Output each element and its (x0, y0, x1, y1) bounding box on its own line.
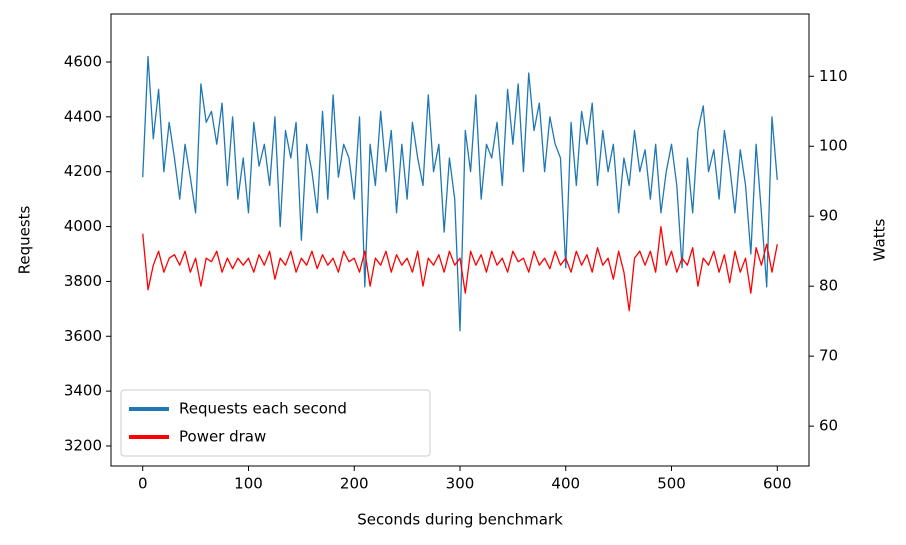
y-axis-label: Requests (16, 205, 34, 274)
x-tick-label: 400 (551, 475, 580, 493)
x-tick-label: 300 (446, 475, 475, 493)
y-tick-label: 3400 (64, 382, 102, 400)
legend-label: Requests each second (179, 400, 347, 418)
y-tick-label: 3200 (64, 436, 102, 454)
x-tick-label: 0 (138, 475, 148, 493)
plot-frame (110, 13, 810, 467)
y-tick-label: 4600 (64, 52, 102, 70)
x-axis-label: Seconds during benchmark (357, 511, 563, 529)
x-tick-label: 100 (234, 475, 263, 493)
data-line (142, 226, 778, 312)
legend-box (120, 389, 431, 457)
y2-tick-label: 100 (819, 137, 848, 155)
x-tick-label: 200 (340, 475, 369, 493)
x-tick-label: 500 (657, 475, 686, 493)
y2-tick-label: 110 (819, 67, 848, 85)
y-tick-label: 3600 (64, 327, 102, 345)
legend-label: Power draw (179, 428, 266, 446)
y2-tick-label: 70 (819, 347, 838, 365)
y-tick-label: 4000 (64, 217, 102, 235)
y-tick-label: 4400 (64, 107, 102, 125)
y2-tick-label: 80 (819, 277, 838, 295)
y2-tick-label: 60 (819, 417, 838, 435)
x-tick-label: 600 (763, 475, 792, 493)
y2-axis-label: Watts (871, 219, 889, 262)
data-line (142, 55, 778, 332)
y-tick-label: 3800 (64, 272, 102, 290)
y2-tick-label: 90 (819, 207, 838, 225)
y-tick-label: 4200 (64, 162, 102, 180)
